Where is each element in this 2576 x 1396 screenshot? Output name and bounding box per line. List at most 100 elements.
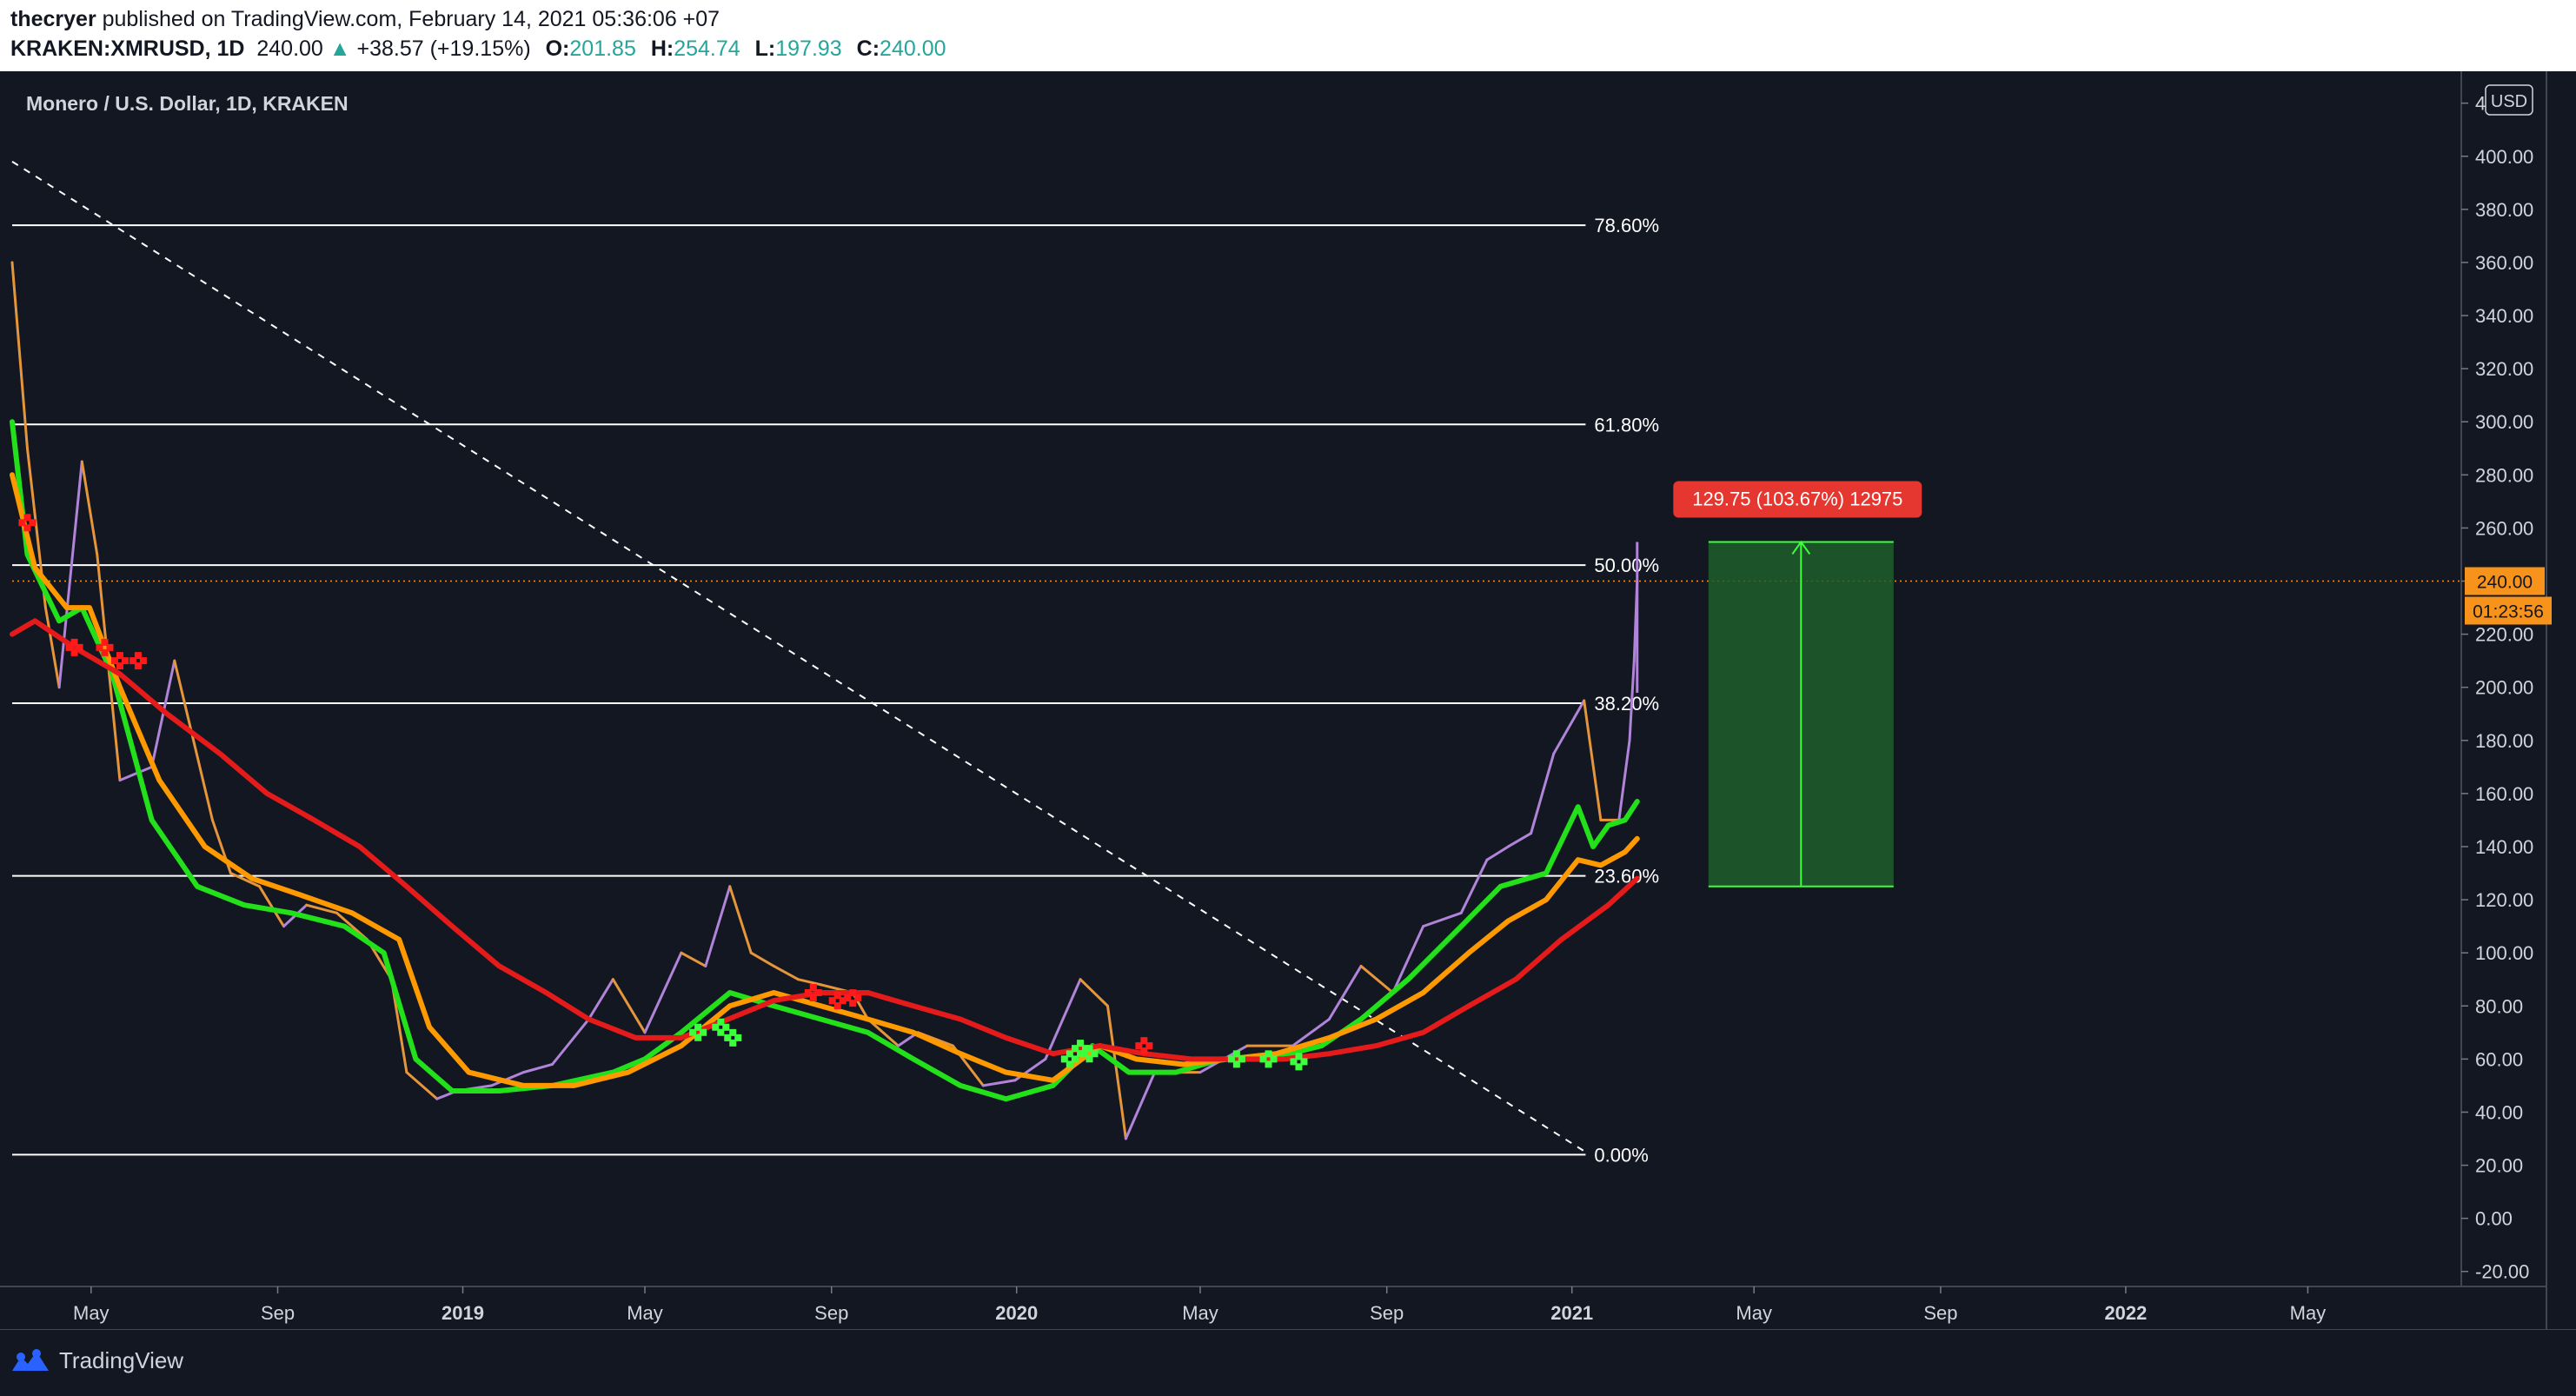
last-price-tag [2465,567,2545,595]
price-tick-label: 400.00 [2475,146,2533,168]
price-segment [1079,978,1109,1007]
sell-signal-marker [129,652,147,670]
price-segment [551,1018,590,1066]
price-segment [680,951,707,967]
price-segment [43,606,61,689]
price-tick-label: 140.00 [2475,836,2533,858]
price-segment [1459,858,1489,914]
tradingview-brand[interactable]: TradingView [10,1347,183,1374]
price-segment [981,1079,1017,1087]
low-value: 197.93 [775,37,842,61]
time-tick-label: Sep [814,1302,848,1324]
time-tick-label: May [73,1302,110,1324]
close-label: C: [856,37,880,61]
last-price-tag-label: 240.00 [2477,573,2533,593]
tradingview-logo-icon [12,1348,49,1371]
fib-level-label: 0.00% [1594,1144,1648,1166]
up-arrow-icon: ▲ [329,37,351,61]
measure-arrow-head [1791,540,1811,555]
price-segment [728,885,753,954]
currency-label: USD [2491,92,2527,111]
fib-level-label: 78.60% [1594,215,1659,236]
price-tick-label: 40.00 [2475,1101,2523,1123]
price-segment [796,978,823,987]
fib-level-label: 23.60% [1594,866,1659,887]
price-segment [1327,964,1363,1021]
trend-line [11,161,1586,1153]
price-tick-label: 280.00 [2475,464,2533,486]
time-tick-label: Sep [1923,1302,1957,1324]
price-segment [1617,739,1631,821]
price-tick-label: 80.00 [2475,995,2523,1017]
measure-label: 129.75 (103.67%) 12975 [1692,488,1902,509]
buy-signal-marker [1290,1053,1308,1071]
symbol-info: KRAKEN:XMRUSD, 1D 240.00 ▲ +38.57 (+19.1… [10,37,955,62]
price-segment [1105,1004,1127,1140]
price-tick-label: 360.00 [2475,252,2533,274]
currency-badge[interactable]: USD [2485,84,2533,116]
price-segment [80,460,99,556]
publish-text: published on TradingView.com, February 1… [102,7,720,31]
price-segment [587,978,614,1021]
price-tick-label: 0.00 [2475,1208,2513,1230]
price-tick-label: 380.00 [2475,199,2533,221]
tradingview-brand-text: TradingView [59,1347,184,1373]
fib-level-label: 61.80% [1594,414,1659,435]
price-segment [1530,752,1556,835]
price-change: +38.57 (+19.15%) [356,37,531,61]
price-tick-label: 200.00 [2475,677,2533,699]
time-tick-label: 2019 [442,1302,484,1324]
price-segment [704,885,732,967]
price-chart[interactable]: 78.60% 61.80% 50.00% 38.20% 23.60% 0.00% 129.… [0,71,2576,1331]
high-value: 254.74 [674,37,740,61]
price-segment [1506,832,1533,848]
symbol-name[interactable]: KRAKEN:XMRUSD, 1D [10,37,245,61]
price-segment [1583,699,1603,821]
sell-signal-marker [18,514,37,532]
sell-signal-marker [804,983,822,1001]
open-label: O: [545,37,570,61]
fib-level-label: 38.20% [1594,693,1659,715]
price-segment [1291,1018,1331,1047]
last-price: 240.00 [256,37,323,61]
chart-legend-title: Monero / U.S. Dollar, 1D, KRAKEN [26,92,349,115]
price-segment [1124,1071,1157,1140]
price-segment [611,978,647,1034]
time-tick-label: 2020 [995,1302,1038,1324]
price-segment [1044,978,1082,1060]
close-value: 240.00 [880,37,946,61]
price-segment [118,765,154,782]
price-segment [405,1071,439,1100]
price-tick-label: 100.00 [2475,942,2533,964]
price-segment [772,964,800,981]
price-tick-label: 340.00 [2475,305,2533,327]
price-tick-label: 20.00 [2475,1155,2523,1177]
buy-signal-marker [689,1023,707,1041]
price-tick-label: 120.00 [2475,889,2533,911]
countdown-tag-label: 01:23:56 [2473,602,2544,622]
price-tick-label: 260.00 [2475,517,2533,539]
price-segment [173,659,214,821]
buy-signal-marker [1259,1050,1278,1068]
price-segment [305,903,339,914]
price-segment [10,261,29,450]
price-tick-label: 160.00 [2475,783,2533,805]
price-segment [866,1018,900,1047]
time-tick-label: 2021 [1550,1302,1593,1324]
sell-signal-marker [844,989,862,1007]
chart-area[interactable]: 78.60% 61.80% 50.00% 38.20% 23.60% 0.00% 129.… [0,71,2576,1331]
buy-signal-marker [1060,1050,1079,1068]
price-segment [1391,925,1425,994]
price-segment [490,1071,525,1087]
price-segment [229,872,262,888]
sell-signal-marker [1135,1037,1153,1055]
publish-info: thecryer published on TradingView.com, F… [10,7,720,32]
buy-signal-marker [712,1018,730,1036]
publisher-name[interactable]: thecryer [10,7,96,31]
price-segment [521,1062,554,1074]
sell-signal-marker [96,638,114,656]
buy-signal-marker [1080,1045,1099,1063]
countdown-tag [2465,596,2552,625]
price-segment [1359,964,1395,994]
fast-ma-line [10,419,1640,1102]
